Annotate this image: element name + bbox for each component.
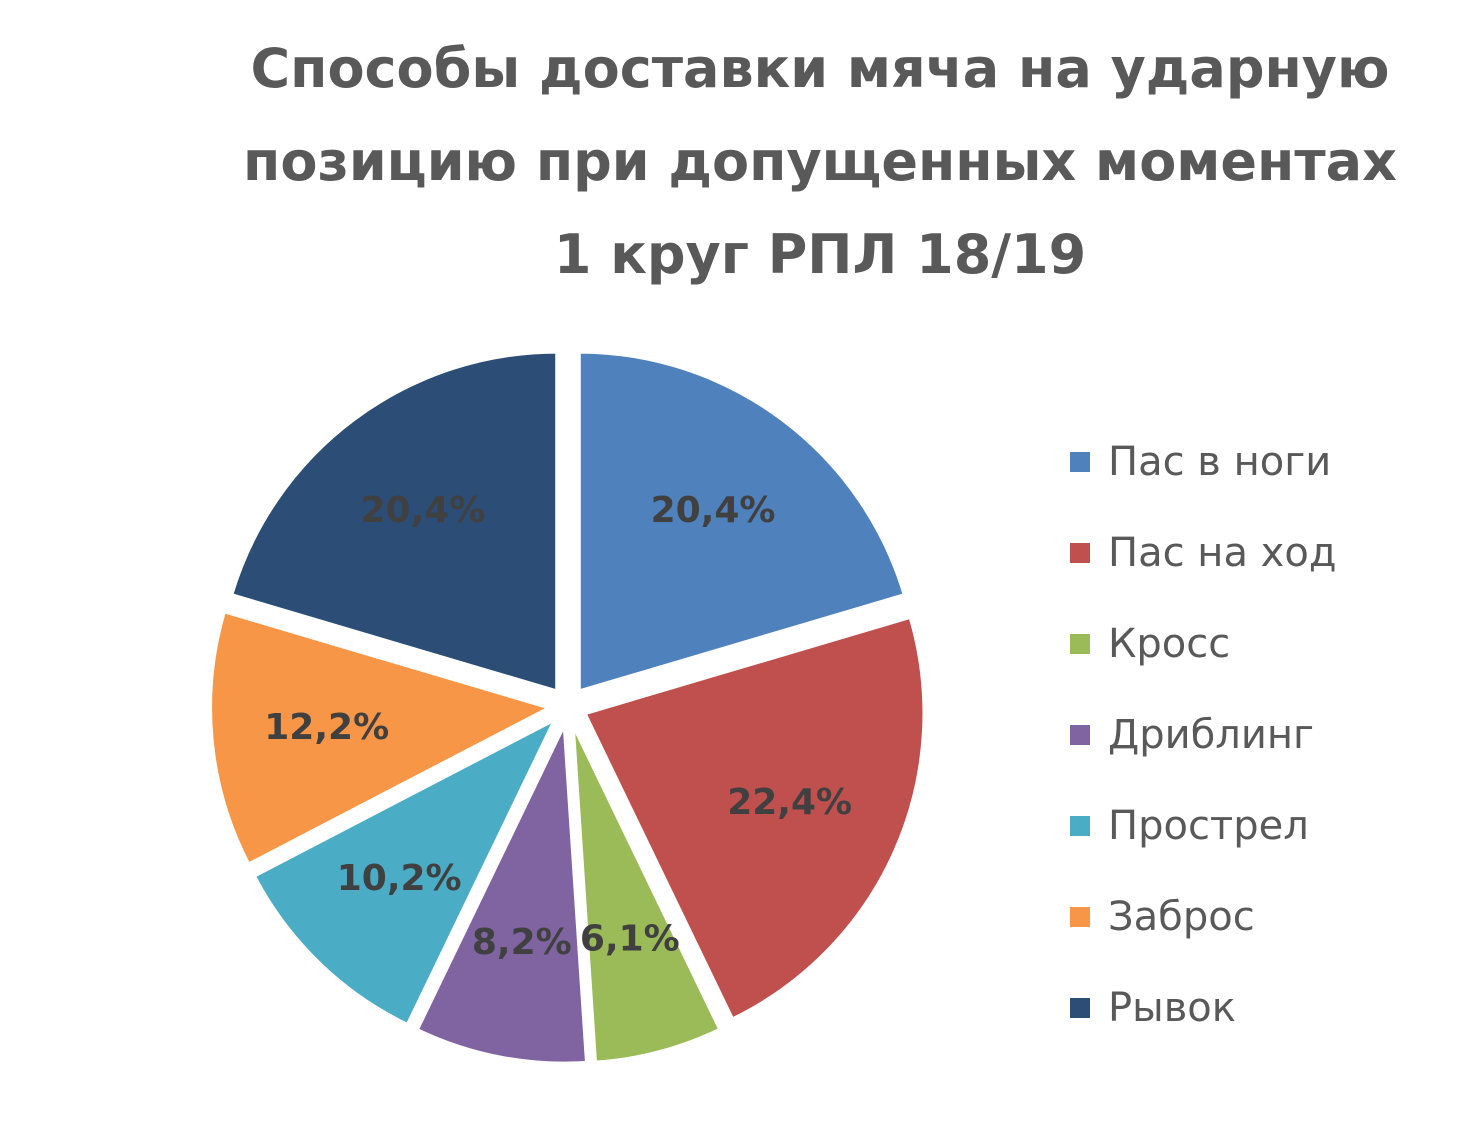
- legend-label: Заброс: [1108, 893, 1255, 940]
- pie-slice-пас-на-ход: [581, 614, 927, 1023]
- legend-label: Дриблинг: [1108, 711, 1315, 758]
- legend-swatch: [1070, 906, 1090, 927]
- legend-swatch: [1070, 542, 1090, 563]
- pie-slice-пас-в-ноги: [576, 349, 908, 695]
- legend-swatch: [1070, 633, 1090, 654]
- legend-item-рывок: Рывок: [1070, 962, 1336, 1053]
- legend-swatch: [1070, 451, 1090, 472]
- legend-label: Кросс: [1108, 620, 1231, 667]
- chart-legend: Пас в ноги Пас на ход Кросс Дриблинг Простре…: [1070, 416, 1336, 1053]
- data-label-пас-на-ход: 22,4%: [727, 782, 852, 823]
- pie-slice-кросс: [570, 722, 724, 1065]
- data-label-пас-в-ноги: 20,4%: [651, 490, 776, 531]
- legend-label: Пас на ход: [1108, 529, 1337, 576]
- data-label-кросс: 6,1%: [580, 918, 680, 959]
- legend-item-прострел: Прострел: [1070, 780, 1336, 871]
- legend-label: Пас в ноги: [1108, 438, 1332, 485]
- data-label-рывок: 20,4%: [360, 490, 485, 531]
- legend-swatch: [1070, 724, 1090, 745]
- legend-item-дриблинг: Дриблинг: [1070, 689, 1336, 780]
- legend-item-пас-в-ноги: Пас в ноги: [1070, 416, 1336, 507]
- legend-label: Прострел: [1108, 802, 1309, 849]
- pie-slice-дриблинг: [414, 715, 590, 1066]
- pie-slice-рывок: [228, 349, 560, 695]
- pie-slice-прострел: [251, 714, 560, 1028]
- legend-label: Рывок: [1108, 984, 1236, 1031]
- chart-title: Способы доставки мяча на ударную позицию…: [243, 37, 1397, 286]
- data-label-прострел: 10,2%: [337, 858, 462, 899]
- pie-slice-заброс: [208, 608, 556, 868]
- legend-item-заброс: Заброс: [1070, 871, 1336, 962]
- legend-item-пас-на-ход: Пас на ход: [1070, 507, 1336, 598]
- data-label-дриблинг: 8,2%: [472, 922, 572, 963]
- legend-item-кросс: Кросс: [1070, 598, 1336, 689]
- data-label-заброс: 12,2%: [264, 707, 389, 748]
- legend-swatch: [1070, 997, 1090, 1018]
- legend-swatch: [1070, 815, 1090, 836]
